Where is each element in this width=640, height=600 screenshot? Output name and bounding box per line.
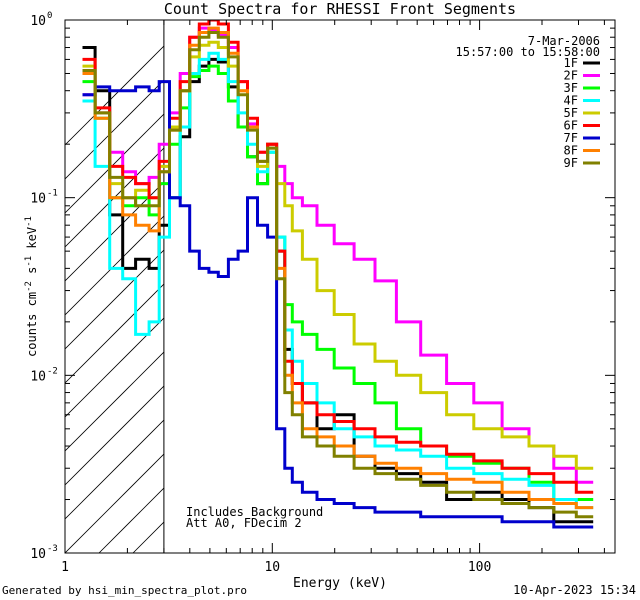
legend-label: 2F bbox=[564, 69, 578, 83]
x-tick-labels: 1 10 100 bbox=[61, 560, 491, 575]
info-date: 7-Mar-2006 bbox=[528, 34, 600, 48]
y-tick-label: 10 bbox=[30, 14, 46, 29]
legend-label: 1F bbox=[564, 56, 578, 70]
y-label-part: keV bbox=[25, 227, 39, 256]
series-layer bbox=[82, 20, 594, 529]
y-axis-label: counts cm-2 s-1 keV-1 bbox=[24, 216, 39, 357]
hatch-line bbox=[65, 385, 165, 486]
y-tick-exponent: -3 bbox=[47, 544, 58, 554]
y-tick-label: 10 bbox=[30, 192, 46, 207]
hatch-line bbox=[65, 215, 165, 316]
y-label-exp: -1 bbox=[24, 256, 34, 267]
y-label-part: counts cm bbox=[25, 292, 39, 357]
y-tick-exponent: -1 bbox=[47, 189, 58, 199]
y-tick-exponent: 0 bbox=[47, 11, 52, 21]
axis-ticks bbox=[64, 19, 615, 554]
hatch-line bbox=[65, 351, 165, 452]
y-tick-exponent: -2 bbox=[47, 366, 58, 376]
x-tick-label: 10 bbox=[264, 560, 280, 575]
x-tick-label: 100 bbox=[468, 560, 491, 575]
hatch-line bbox=[65, 283, 165, 384]
y-label-exp: -2 bbox=[24, 281, 34, 292]
y-tick-label: 10 bbox=[30, 547, 46, 562]
plot-frame bbox=[64, 19, 616, 554]
hatch-line bbox=[65, 45, 165, 146]
series-line-4F bbox=[82, 51, 594, 510]
y-label-exp: -1 bbox=[24, 216, 34, 227]
legend-label: 7F bbox=[564, 131, 578, 145]
y-tick-label: 10 bbox=[30, 369, 46, 384]
chart-title: Count Spectra for RHESSI Front Segments bbox=[164, 0, 516, 18]
annotation-attenuator: Att A0, FDecim 2 bbox=[186, 516, 302, 530]
hatch-line bbox=[65, 249, 165, 350]
hatch-line bbox=[65, 419, 165, 520]
legend-label: 9F bbox=[564, 156, 578, 170]
legend-label: 5F bbox=[564, 106, 578, 120]
footer-timestamp: 10-Apr-2023 15:34 bbox=[513, 583, 636, 597]
annotation-background: Includes Background bbox=[186, 505, 323, 519]
hatch-line bbox=[65, 113, 165, 214]
hatch-line bbox=[132, 521, 165, 553]
series-line-7F bbox=[82, 80, 594, 529]
hatch-line bbox=[65, 453, 165, 553]
series-line-9F bbox=[82, 31, 594, 519]
info-time-range: 15:57:00 to 15:58:00 bbox=[456, 45, 601, 59]
legend-label: 3F bbox=[564, 81, 578, 95]
background-hatch-region bbox=[65, 20, 165, 553]
legend-label: 8F bbox=[564, 144, 578, 158]
x-tick-label: 1 bbox=[61, 560, 69, 575]
legend-label: 4F bbox=[564, 94, 578, 108]
hatch-line bbox=[98, 487, 165, 553]
footer-generated-by: Generated by hsi_min_spectra_plot.pro bbox=[2, 584, 247, 597]
hatch-line bbox=[65, 79, 165, 180]
x-axis-label: Energy (keV) bbox=[293, 576, 387, 591]
legend-label: 6F bbox=[564, 119, 578, 133]
y-label-part: s bbox=[25, 267, 39, 281]
